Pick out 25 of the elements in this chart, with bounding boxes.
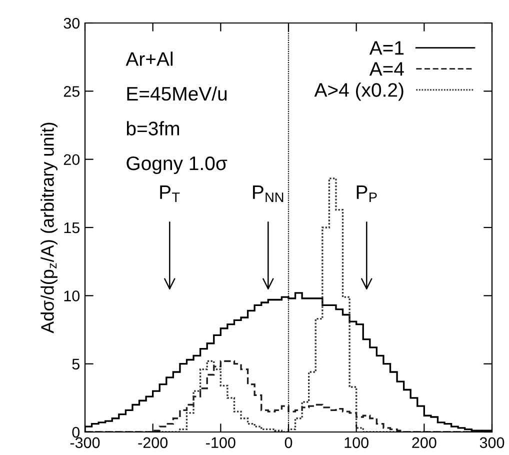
- x-tick-label: 100: [344, 437, 368, 448]
- x-tick-label: 200: [412, 437, 436, 448]
- x-tick-label: -100: [206, 437, 236, 448]
- y-tick-label: 0: [72, 426, 80, 438]
- x-tick-label: -300: [70, 437, 100, 448]
- legend-label: A=1: [369, 41, 404, 55]
- x-tick-label: -200: [138, 437, 168, 448]
- y-tick-label: 25: [64, 86, 80, 97]
- legend-label: A=4: [369, 62, 404, 76]
- legend-label: A>4 (x0.2): [314, 82, 404, 101]
- x-tick-label: 300: [480, 437, 504, 448]
- annotation: P$_{NN}$: [253, 186, 284, 202]
- annotation: Ar+Al: [126, 52, 172, 66]
- annotation: Gogny 1.0σ: [126, 156, 228, 174]
- y-tick-label: 10: [64, 290, 80, 302]
- y-tick-label: 20: [64, 154, 80, 166]
- y-axis-title: Adσ/d(p$_{z}$/A) (arbitrary unit): [40, 122, 58, 334]
- y-tick-label: 5: [72, 358, 80, 370]
- annotation: b=3fm: [126, 121, 179, 136]
- y-tick-label: 15: [64, 222, 80, 234]
- x-tick-label: 0: [284, 437, 292, 448]
- y-tick-label: 30: [64, 18, 80, 29]
- annotation: E=45MeV/u: [127, 86, 227, 101]
- annotation: P$_{T}$: [160, 186, 180, 202]
- annotation: P$_{P}$: [356, 186, 377, 202]
